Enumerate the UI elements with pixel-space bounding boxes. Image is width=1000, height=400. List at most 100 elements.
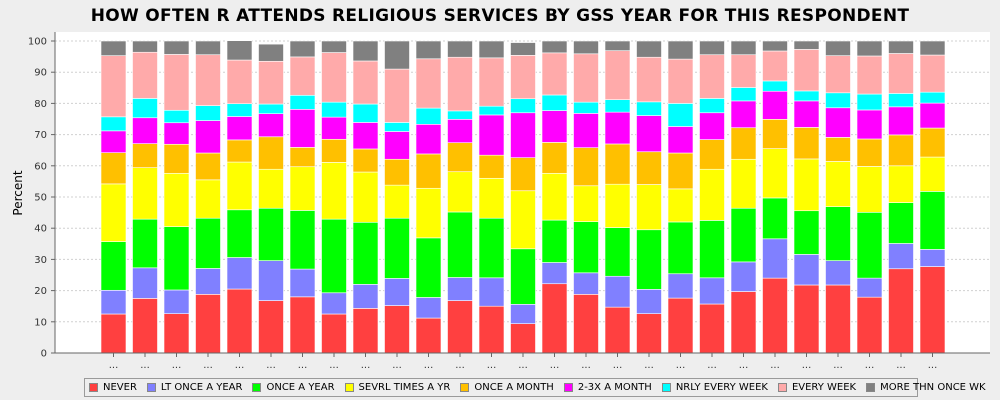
bar-segment <box>226 103 253 117</box>
bar-segment <box>384 131 410 160</box>
bar-segment <box>573 294 599 354</box>
bar-segment <box>226 288 253 354</box>
bar-segment <box>762 50 788 82</box>
bar-segment <box>636 115 662 153</box>
bar-segment <box>510 248 536 305</box>
bar-segment <box>856 93 883 111</box>
bar-segment <box>478 105 505 116</box>
bar-segment <box>195 268 221 295</box>
x-tick-label: ... <box>802 360 812 371</box>
x-tick-label: ... <box>392 360 402 371</box>
y-tick-label: 20 <box>34 286 47 297</box>
bar-segment <box>100 152 127 185</box>
bar-segment <box>793 284 820 354</box>
bar-segment <box>667 221 694 275</box>
bar-segment <box>825 107 851 138</box>
bar-segment <box>195 105 221 121</box>
bar-segment <box>793 40 820 50</box>
bar-segment <box>321 40 347 53</box>
bar-segment <box>856 40 883 57</box>
bar-segment <box>573 147 599 187</box>
bar-segment <box>258 207 284 261</box>
bar-segment <box>132 98 158 119</box>
bar-segment <box>699 139 725 170</box>
bar-segment <box>100 183 127 242</box>
x-ticks: ........................................… <box>109 353 937 371</box>
bar-segment <box>793 210 820 255</box>
bar-segment <box>163 122 190 145</box>
bar-segment <box>919 40 946 56</box>
bar-segment <box>258 168 284 209</box>
bar-segment <box>447 300 473 354</box>
y-tick-label: 70 <box>34 130 47 141</box>
y-axis-label: Percent <box>11 170 25 215</box>
bar-segment <box>447 277 473 301</box>
bar-segment <box>163 289 190 314</box>
bar-segment <box>856 138 883 167</box>
bar-segment <box>321 116 347 140</box>
bar-segment <box>478 57 505 107</box>
bar-segment <box>195 54 221 106</box>
bar-segment <box>195 40 221 56</box>
bar-segment <box>321 52 347 103</box>
bar-segment <box>762 148 788 199</box>
bar-segment <box>195 120 221 154</box>
x-tick-label: ... <box>518 360 528 371</box>
x-tick-label: ... <box>203 360 213 371</box>
x-tick-label: ... <box>644 360 654 371</box>
x-tick-label: ... <box>424 360 434 371</box>
bar-segment <box>762 119 788 149</box>
bar-segment <box>825 161 851 207</box>
x-tick-label: ... <box>235 360 245 371</box>
bar-segment <box>762 277 788 354</box>
x-tick-label: ... <box>361 360 371 371</box>
bar-segment <box>352 171 379 223</box>
bar-segment <box>478 217 505 279</box>
legend-item: LT ONCE A YEAR <box>146 382 242 393</box>
bar-segment <box>321 292 347 315</box>
bar-segment <box>699 220 725 279</box>
bar-segment <box>132 167 158 220</box>
bar-segment <box>195 217 221 269</box>
bar-segment <box>132 51 158 99</box>
bar-segment <box>321 162 347 220</box>
legend-item: ONCE A YEAR <box>252 382 335 393</box>
bar-segment <box>195 152 221 181</box>
x-tick-label: ... <box>266 360 276 371</box>
x-tick-label: ... <box>833 360 843 371</box>
bar-segment <box>856 296 883 354</box>
bar-segment <box>132 40 158 53</box>
bar-segment <box>447 171 473 213</box>
bar-segment <box>919 191 946 250</box>
bar-segment <box>825 137 851 162</box>
legend-swatch <box>563 383 573 392</box>
x-tick-label: ... <box>581 360 591 371</box>
bar-segment <box>163 313 190 354</box>
bar-segment <box>384 184 410 219</box>
bar-segment <box>289 210 316 270</box>
bar-segment <box>258 43 284 62</box>
bar-segment <box>321 138 347 163</box>
chart-title: HOW OFTEN R ATTENDS RELIGIOUS SERVICES B… <box>90 6 910 26</box>
bar-segment <box>478 305 505 354</box>
bar-segment <box>132 143 158 168</box>
bar-segment <box>856 166 883 213</box>
bar-segment <box>825 55 851 94</box>
bar-segment <box>825 40 851 56</box>
bar-segment <box>919 127 946 158</box>
bar-segment <box>762 40 788 52</box>
bar-segment <box>825 260 851 286</box>
bar-segment <box>856 211 883 279</box>
bar-segment <box>604 143 631 185</box>
bar-segment <box>667 40 694 60</box>
bar-segment <box>510 98 536 114</box>
bar-segment <box>195 179 221 219</box>
legend-item: MORE THN ONCE WK <box>866 382 986 393</box>
bar-segment <box>352 40 379 62</box>
bar-segment <box>289 268 316 298</box>
bar-segment <box>352 308 379 354</box>
bar-segment <box>604 40 631 51</box>
bar-segment <box>604 275 631 308</box>
bar-segment <box>226 59 253 105</box>
